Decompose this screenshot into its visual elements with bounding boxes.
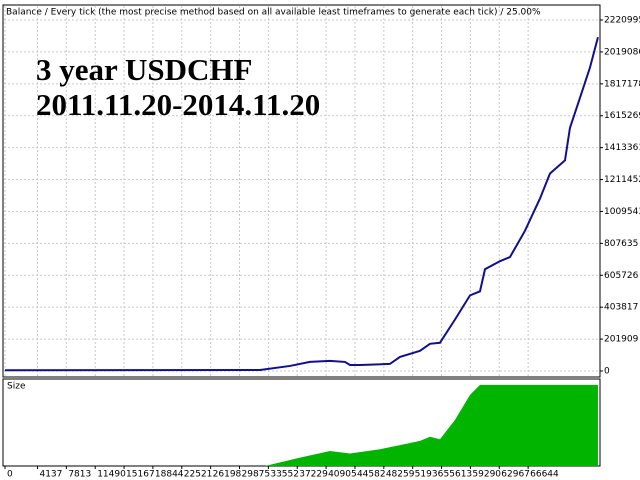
chart-title: Balance / Every tick (the most precise m… xyxy=(6,8,541,18)
x-tick-label: 59290 xyxy=(472,470,501,480)
x-tick-label: 18844 xyxy=(155,470,184,480)
balance-line xyxy=(4,36,599,372)
x-tick-label: 48259 xyxy=(386,470,415,480)
x-tick-label: 40905 xyxy=(328,470,357,480)
panel-title: Size xyxy=(7,382,26,392)
annotation: 2011.11.20-2014.11.20 xyxy=(36,87,320,122)
x-tick-label: 4137 xyxy=(39,470,62,480)
x-tick-label: 44582 xyxy=(357,470,386,480)
y-tick-label: 1615269 xyxy=(604,111,640,121)
y-tick-label: 2019086 xyxy=(604,47,640,57)
y-tick-label: 807635 xyxy=(604,239,638,249)
y-tick-label: 0 xyxy=(604,366,610,376)
y-tick-label: 403817 xyxy=(604,303,638,313)
x-tick-label: 37229 xyxy=(299,470,328,480)
annotation: 3 year USDCHF xyxy=(36,52,252,87)
x-tick-label: 29875 xyxy=(242,470,271,480)
x-tick-label: 0 xyxy=(7,470,13,480)
x-tick-label: 22521 xyxy=(184,470,213,480)
x-tick-label: 51936 xyxy=(415,470,444,480)
y-tick-label: 201909 xyxy=(604,335,639,345)
x-tick-label: 66644 xyxy=(530,470,559,480)
y-tick-label: 1211452 xyxy=(604,175,640,185)
x-tick-label: 33552 xyxy=(270,470,299,480)
x-tick-label: 7813 xyxy=(68,470,91,480)
y-tick-label: 1817178 xyxy=(604,79,640,89)
y-tick-label: 1009543 xyxy=(604,207,640,217)
x-tick-label: 62967 xyxy=(501,470,530,480)
x-tick-label: 55613 xyxy=(444,470,473,480)
x-tick-label: 26198 xyxy=(213,470,242,480)
y-tick-label: 2220995 xyxy=(604,16,640,26)
panel-frame xyxy=(2,4,601,378)
size-area xyxy=(264,384,598,466)
x-tick-label: 11490 xyxy=(97,470,126,480)
y-tick-label: 605726 xyxy=(604,271,639,281)
x-tick-label: 15167 xyxy=(126,470,155,480)
